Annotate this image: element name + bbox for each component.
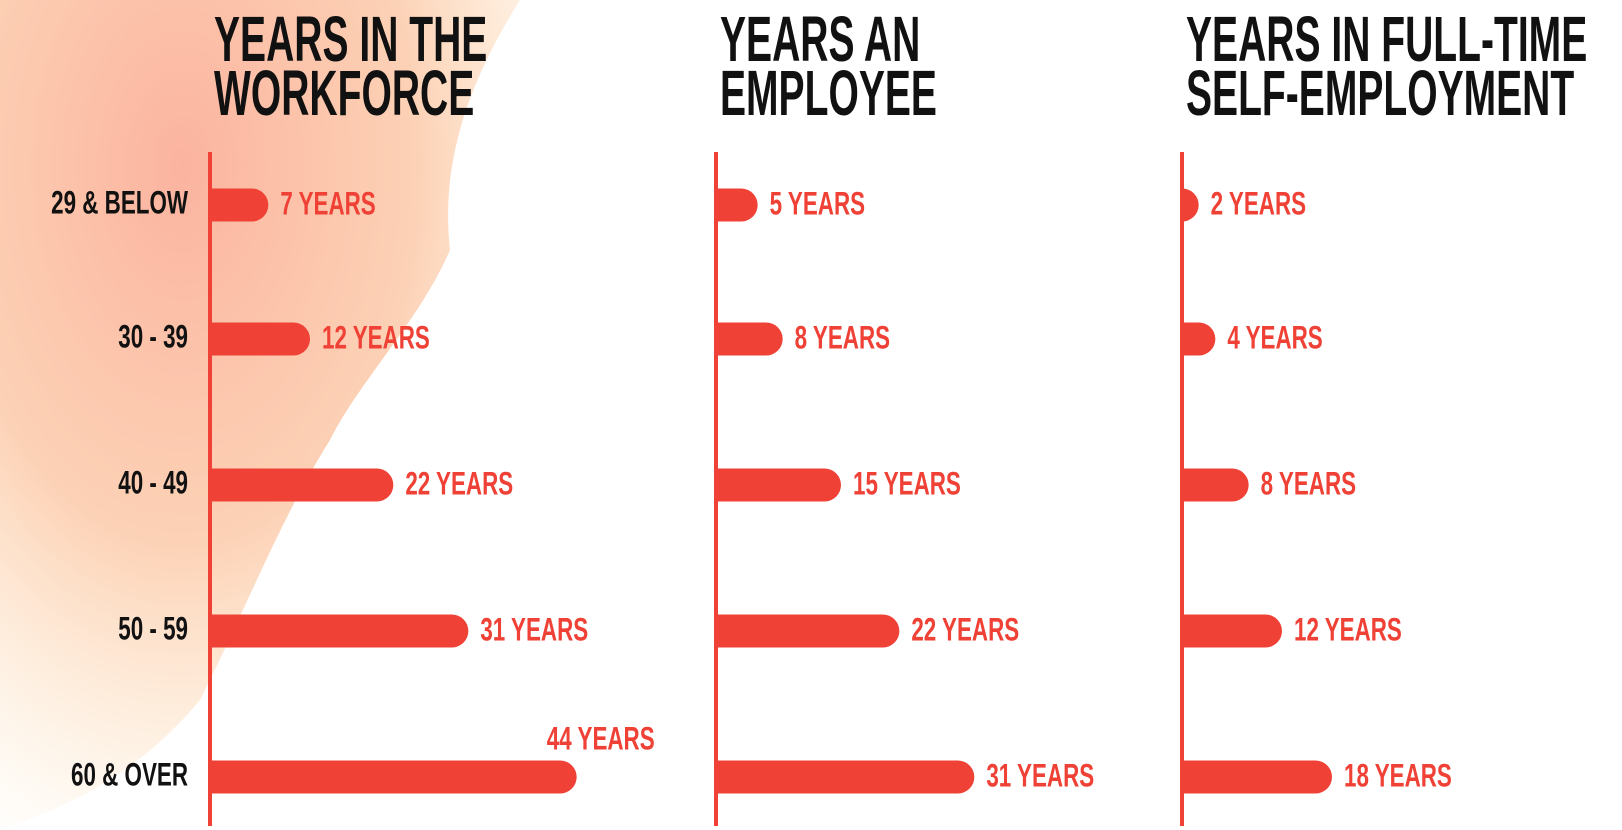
bar xyxy=(210,614,469,648)
value-label: 5 YEARS xyxy=(770,185,865,221)
category-label: 50 - 59 xyxy=(118,610,188,646)
bar xyxy=(716,760,975,794)
bar xyxy=(210,760,577,794)
bar xyxy=(716,322,783,356)
value-label: 18 YEARS xyxy=(1344,757,1452,793)
value-label: 8 YEARS xyxy=(795,319,890,355)
value-label: 2 YEARS xyxy=(1211,185,1306,221)
value-label: 12 YEARS xyxy=(322,319,430,355)
category-label: 40 - 49 xyxy=(118,464,188,500)
bar xyxy=(210,188,269,222)
chart-title: YEARS IN THE WORKFORCE xyxy=(214,3,488,129)
bar xyxy=(1182,322,1216,356)
value-label: 31 YEARS xyxy=(986,757,1094,793)
bar xyxy=(716,188,758,222)
value-label: 31 YEARS xyxy=(480,611,588,647)
bar xyxy=(716,468,842,502)
value-label: 15 YEARS xyxy=(853,465,961,501)
value-label: 22 YEARS xyxy=(405,465,513,501)
bar xyxy=(1182,468,1249,502)
chart-title: YEARS AN EMPLOYEE xyxy=(720,3,937,129)
bar xyxy=(1182,188,1199,222)
bar xyxy=(1182,614,1283,648)
bar xyxy=(210,322,311,356)
bar xyxy=(716,614,900,648)
value-label: 4 YEARS xyxy=(1227,319,1322,355)
value-label: 12 YEARS xyxy=(1294,611,1402,647)
category-label: 30 - 39 xyxy=(118,318,188,354)
background-splash xyxy=(0,0,520,830)
bar xyxy=(210,468,394,502)
bar xyxy=(1182,760,1332,794)
category-label: 60 & OVER xyxy=(71,756,188,792)
value-label: 44 YEARS xyxy=(547,720,655,756)
category-label: 29 & BELOW xyxy=(51,184,189,220)
chart-title: YEARS IN FULL-TIME SELF-EMPLOYMENT xyxy=(1186,3,1588,129)
value-label: 7 YEARS xyxy=(280,185,375,221)
value-label: 22 YEARS xyxy=(911,611,1019,647)
value-label: 8 YEARS xyxy=(1261,465,1356,501)
